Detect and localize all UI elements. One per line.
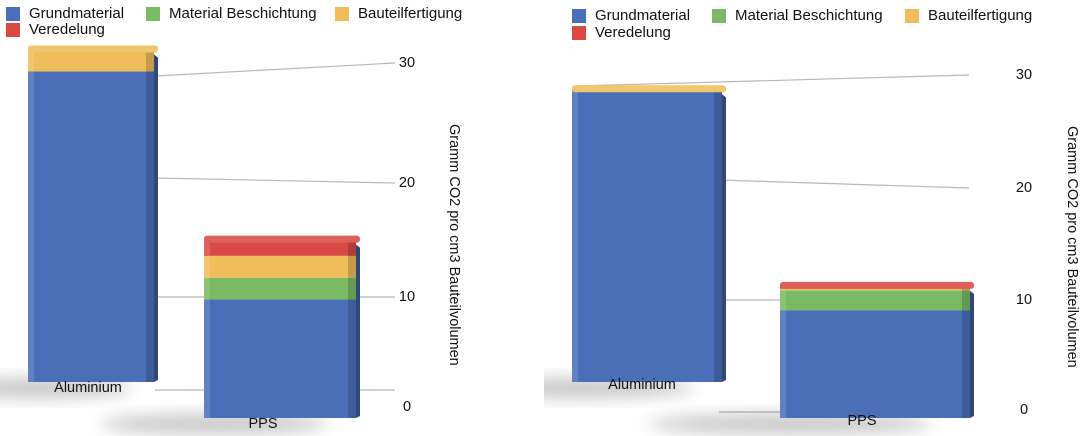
bar-side: [356, 244, 360, 418]
legend-swatch: [905, 8, 919, 23]
bar-segment-shade: [962, 310, 970, 418]
bar-segment-highlight: [780, 290, 786, 311]
plot-area: 0 10 20 30 Aluminium PPS: [0, 45, 415, 434]
bar-top: [204, 235, 360, 243]
legend-item-bauteilfertigung: Bauteilfertigung: [335, 5, 462, 22]
bar-segment: [572, 90, 722, 382]
bar-segment: [204, 255, 356, 278]
y-tick-label: 20: [399, 175, 415, 191]
bar-segment: [204, 299, 356, 418]
x-category-label: Aluminium: [54, 380, 122, 396]
legend-swatch: [6, 22, 20, 37]
y-tick-label: 30: [399, 55, 415, 71]
bar-top: [28, 45, 158, 53]
bar-segment-highlight: [780, 288, 786, 291]
legend-label: Veredelung: [29, 21, 105, 38]
gridline: [154, 62, 396, 77]
bar-segment-highlight: [204, 299, 210, 418]
bar-aluminium: [0, 45, 158, 398]
gridline: [718, 179, 970, 189]
y-tick-label: 0: [403, 399, 411, 415]
bar-segment: [780, 310, 970, 418]
plot-area: 0 10 20 30 Aluminium PPS: [544, 67, 1032, 434]
legend-item-material-beschichtung: Material Beschichtung: [146, 5, 317, 22]
bar-shadow: [544, 378, 695, 398]
bar-top: [572, 85, 726, 93]
y-tick-label: 10: [399, 289, 415, 305]
bar-shadow: [100, 414, 328, 434]
x-category-label: Aluminium: [608, 377, 676, 393]
x-category-label: PPS: [847, 413, 876, 429]
bar-segment-shade: [348, 277, 356, 300]
legend-swatch: [712, 8, 726, 23]
bar-segment: [780, 288, 970, 291]
legend-item-veredelung: Veredelung: [6, 21, 105, 38]
legend-item-grundmaterial: Grundmaterial: [572, 7, 690, 24]
legend: Grundmaterial Material Beschichtung Baut…: [0, 0, 540, 44]
gridline: [154, 177, 396, 184]
bar-top: [780, 281, 974, 289]
bar-segment-shade: [962, 288, 970, 291]
bar-segment-shade: [146, 48, 154, 72]
bar-pps: [100, 235, 360, 434]
bar-pps: [647, 281, 974, 434]
y-tick-label: 0: [1020, 402, 1028, 418]
bar-segment-shade: [348, 238, 356, 256]
legend-swatch: [6, 6, 20, 21]
legend-label: Veredelung: [595, 24, 671, 41]
bar-side: [722, 94, 726, 383]
bar-segment-shade: [714, 90, 722, 382]
chart-right: Grundmaterial Material Beschichtung Baut…: [544, 0, 1087, 436]
bar-segment-shade: [348, 299, 356, 418]
bar-shadow: [647, 414, 933, 434]
y-tick-label: 10: [1016, 292, 1032, 308]
legend-label: Grundmaterial: [29, 5, 125, 22]
bar-segment-highlight: [28, 71, 34, 382]
legend-swatch: [335, 6, 349, 21]
bar-shadow: [0, 378, 133, 398]
legend-swatch: [572, 8, 586, 23]
y-axis-label: Gramm CO2 pro cm3 Bauteilvolumen: [446, 124, 462, 366]
bar-segment-highlight: [572, 90, 578, 382]
bar-segment-highlight: [204, 277, 210, 300]
bar-segment-highlight: [28, 48, 34, 72]
legend-item-grundmaterial: Grundmaterial: [6, 5, 124, 22]
bar-side: [970, 290, 974, 418]
gridline: [575, 74, 970, 87]
bar-segment-shade: [146, 71, 154, 382]
bar-segment-shade: [962, 290, 970, 311]
bar-segment-shade: [348, 255, 356, 278]
legend-item-material-beschichtung: Material Beschichtung: [712, 7, 883, 24]
legend-label: Material Beschichtung: [735, 7, 883, 24]
bar-segment: [780, 290, 970, 311]
legend-item-veredelung: Veredelung: [572, 24, 671, 41]
legend-swatch: [146, 6, 160, 21]
bar-aluminium: [544, 85, 726, 398]
bar-segment-highlight: [204, 255, 210, 278]
bar-segment: [204, 277, 356, 300]
legend-label: Bauteilfertigung: [358, 5, 463, 22]
bar-side: [154, 54, 158, 382]
y-axis-label: Gramm CO2 pro cm3 Bauteilvolumen: [1064, 126, 1080, 368]
bar-segment-highlight: [204, 238, 210, 256]
legend-label: Bauteilfertigung: [928, 7, 1033, 24]
legend-label: Grundmaterial: [595, 7, 691, 24]
legend-item-bauteilfertigung: Bauteilfertigung: [905, 7, 1032, 24]
y-tick-label: 30: [1016, 67, 1032, 83]
y-tick-label: 20: [1016, 180, 1032, 196]
legend: Grundmaterial Material Beschichtung Baut…: [544, 0, 1084, 44]
legend-swatch: [572, 25, 586, 40]
chart-left: Grundmaterial Material Beschichtung Baut…: [0, 0, 543, 436]
legend-label: Material Beschichtung: [169, 5, 317, 22]
bar-segment: [204, 238, 356, 256]
bar-segment: [28, 48, 154, 72]
x-category-label: PPS: [248, 416, 277, 432]
bar-segment: [28, 71, 154, 382]
bar-segment-highlight: [780, 310, 786, 418]
